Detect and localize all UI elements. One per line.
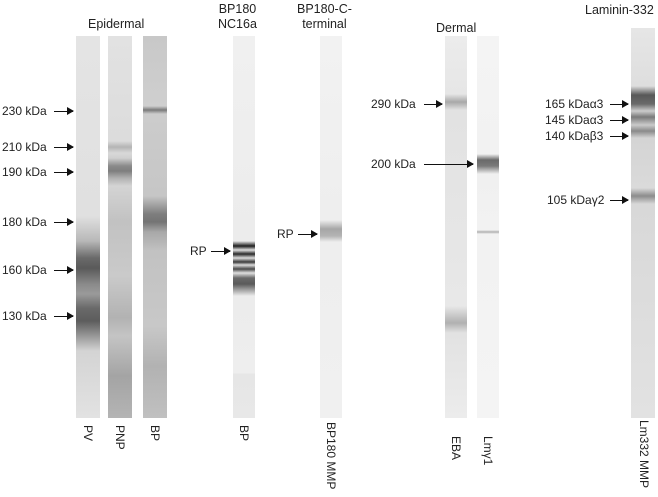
lane-bp-nc16a xyxy=(233,36,255,418)
header-dermal: Dermal xyxy=(436,21,477,35)
arrow-165kda-a3 xyxy=(610,100,629,109)
lane-lm332-mmp xyxy=(631,28,655,418)
header-bp180-nc16a-line1: BP180 xyxy=(218,2,257,16)
lane-label-lm332-mmp: Lm332 MMP xyxy=(637,420,651,489)
arrow-140kda-b3 xyxy=(610,132,629,141)
rp-arrow-nc16a xyxy=(211,247,231,256)
marker-165kda-a3: 165 kDaα3 xyxy=(545,97,604,111)
arrow-230kda xyxy=(54,107,74,116)
header-bp180-c-line1: BP180-C- xyxy=(297,2,352,16)
rp-arrow-c-terminal xyxy=(298,230,318,239)
rp-label-c-terminal: RP xyxy=(277,227,294,241)
lane-label-bp180-mmp: BP180 MMP xyxy=(324,422,338,490)
arrow-200kda xyxy=(424,160,474,169)
marker-180kda: 180 kDa xyxy=(2,215,47,229)
marker-210kda: 210 kDa xyxy=(2,140,47,154)
arrow-145kda-a3 xyxy=(610,116,629,125)
marker-130kda: 130 kDa xyxy=(2,309,47,323)
header-laminin-332: Laminin-332 xyxy=(585,3,654,17)
lane-pv xyxy=(76,36,100,418)
lane-label-pnp: PNP xyxy=(113,425,127,450)
header-epidermal: Epidermal xyxy=(88,17,145,31)
arrow-290kda xyxy=(424,100,443,109)
marker-145kda-a3: 145 kDaα3 xyxy=(545,113,604,127)
lane-lmy1 xyxy=(477,36,499,418)
lane-label-bp-nc16a: BP xyxy=(237,425,251,442)
lane-label-bp: BP xyxy=(148,425,162,442)
marker-200kda: 200 kDa xyxy=(371,157,416,171)
lane-bp180-mmp xyxy=(320,36,342,418)
header-bp180-c-line2: terminal xyxy=(302,17,347,31)
marker-230kda: 230 kDa xyxy=(2,104,47,118)
arrow-105kda-y2 xyxy=(610,196,629,205)
header-bp180-c-terminal: BP180-C- terminal xyxy=(297,2,352,32)
marker-160kda: 160 kDa xyxy=(2,263,47,277)
lane-pnp xyxy=(108,36,132,418)
lane-label-eba: EBA xyxy=(449,436,463,461)
arrow-130kda xyxy=(54,312,74,321)
lane-bp xyxy=(143,36,167,418)
marker-140kda-b3: 140 kDaβ3 xyxy=(545,129,604,143)
arrow-190kda xyxy=(54,168,74,177)
lane-eba xyxy=(445,36,467,418)
rp-label-nc16a: RP xyxy=(190,244,207,258)
header-bp180-nc16a: BP180 NC16a xyxy=(218,2,257,32)
lane-label-pv: PV xyxy=(81,425,95,442)
arrow-210kda xyxy=(54,143,74,152)
arrow-180kda xyxy=(54,218,74,227)
marker-105kda-y2: 105 kDaγ2 xyxy=(547,193,605,207)
arrow-160kda xyxy=(54,266,74,275)
marker-290kda: 290 kDa xyxy=(371,97,416,111)
lane-label-lmy1: Lmγ1 xyxy=(481,436,495,466)
marker-190kda: 190 kDa xyxy=(2,165,47,179)
header-bp180-nc16a-line2: NC16a xyxy=(218,17,257,31)
